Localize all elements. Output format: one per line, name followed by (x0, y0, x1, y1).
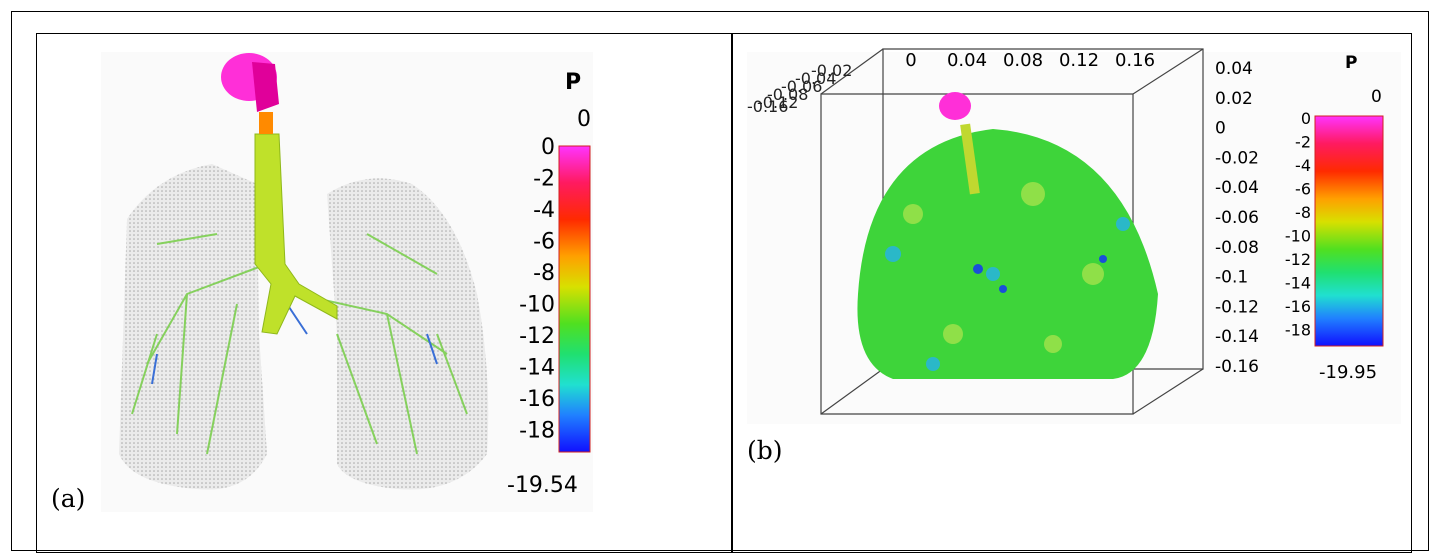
top-axis-tick: 0.08 (1003, 50, 1043, 71)
cluttered-axis-labels: -0.02 -0.04 -0.06 -0.08 -0.12 -0.16 (747, 61, 852, 116)
colorbar-tick-b: -12 (1285, 250, 1311, 269)
right-axis-tick: -0.02 (1215, 148, 1259, 168)
caption-a: (a) (51, 484, 86, 513)
colorbar-tick-b: -10 (1285, 227, 1311, 246)
right-axis-tick: -0.06 (1215, 208, 1259, 228)
top-axis-tick: 0.04 (947, 50, 987, 71)
legend-min-b: -19.95 (1319, 362, 1377, 383)
colorbar-tick-a: -4 (533, 198, 555, 223)
right-axis-tick: -0.08 (1215, 238, 1259, 258)
right-axis-tick: -0.12 (1215, 297, 1259, 317)
svg-text:-0.06: -0.06 (781, 77, 822, 96)
right-axis-tick: 0 (1215, 119, 1226, 139)
colorbar-tick-a: -10 (519, 293, 555, 318)
colorbar-tick-b: -2 (1295, 133, 1311, 152)
svg-text:-0.08: -0.08 (767, 85, 808, 104)
panel-a: P 0 0 -2 -4 -6 -8 -10 -12 -14 -16 -18 -19.54 (a) (36, 33, 732, 553)
svg-text:-0.12: -0.12 (757, 93, 798, 112)
right-axis-tick: -0.04 (1215, 178, 1259, 198)
colorbar-tick-b: -8 (1295, 203, 1311, 222)
right-axis-tick: -0.1 (1215, 268, 1248, 288)
right-axis-tick: -0.16 (1215, 357, 1259, 377)
colorbar-tick-a: -6 (533, 230, 555, 255)
colorbar-tick-a: -2 (533, 167, 555, 192)
colorbar-a (558, 145, 591, 453)
top-axis-tick: 0.16 (1115, 50, 1155, 71)
colorbar-tick-b: -14 (1285, 274, 1311, 293)
colorbar-tick-b: 0 (1301, 109, 1311, 128)
colorbar-tick-b: -18 (1285, 321, 1311, 340)
caption-b: (b) (747, 436, 783, 465)
colorbar-tick-a: -12 (519, 324, 555, 349)
colorbar-ticks-a: 0 -2 -4 -6 -8 -10 -12 -14 -16 -18 (519, 135, 555, 444)
right-axis-ticks: 0.04 0.02 0 -0.02 -0.04 -0.06 -0.08 -0.1 -0.12 -0… (1215, 59, 1259, 377)
colorbar-tick-b: -16 (1285, 297, 1311, 316)
colorbar-tick-a: -14 (519, 356, 555, 381)
right-axis-tick: -0.14 (1215, 327, 1259, 347)
panel-b: -0.02 -0.04 -0.06 -0.08 -0.12 -0.16 0 0.0… (732, 33, 1412, 553)
colorbar-tick-a: -16 (519, 387, 555, 412)
svg-text:-0.04: -0.04 (795, 69, 836, 88)
svg-text:-0.16: -0.16 (747, 97, 788, 116)
right-axis-tick: 0.02 (1215, 89, 1253, 109)
legend-max-a: 0 (577, 107, 591, 132)
colorbar-tick-a: -8 (533, 261, 555, 286)
legend-max-b: 0 (1371, 87, 1382, 107)
colorbar-tick-b: -4 (1295, 156, 1311, 175)
svg-text:-0.02: -0.02 (811, 61, 852, 80)
colorbar-tick-a: 0 (541, 135, 555, 160)
colorbar-tick-a: -18 (519, 419, 555, 444)
colorbar-b (1314, 115, 1384, 347)
top-axis-tick: 0 (905, 50, 916, 71)
colorbar-tick-b: -6 (1295, 180, 1311, 199)
lung-render (101, 52, 593, 512)
top-axis-ticks: 0 0.04 0.08 0.12 0.16 (905, 50, 1155, 71)
top-axis-tick: 0.12 (1059, 50, 1099, 71)
panel-b-figure: -0.02 -0.04 -0.06 -0.08 -0.12 -0.16 0 0.0… (747, 48, 1401, 424)
legend-title-a: P (565, 70, 581, 95)
right-axis-tick: 0.04 (1215, 59, 1253, 79)
legend-title-b: P (1345, 53, 1357, 73)
airway-render (857, 92, 1158, 379)
colorbar-ticks-b: 0 -2 -4 -6 -8 -10 -12 -14 -16 -18 (1285, 109, 1311, 340)
legend-min-a: -19.54 (507, 473, 578, 498)
panel-a-figure: P 0 0 -2 -4 -6 -8 -10 -12 -14 -16 -18 -19.54 (101, 52, 593, 512)
